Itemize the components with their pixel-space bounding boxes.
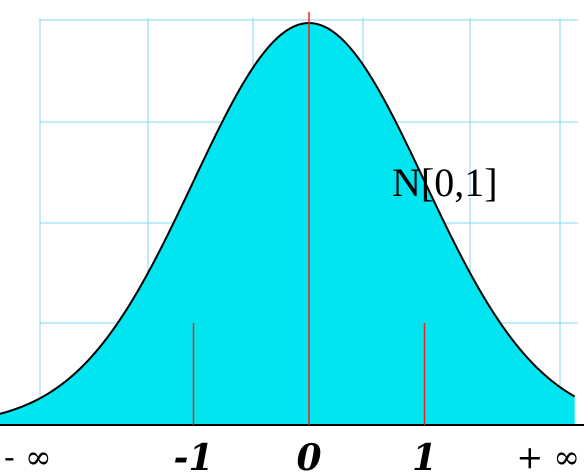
right-infinity-label: + ∞	[516, 438, 580, 475]
x-tick-label: -1	[174, 437, 214, 475]
left-infinity-label: - ∞	[4, 438, 52, 475]
x-tick-label: 1	[412, 437, 437, 475]
x-tick-labels: -1 0 1	[174, 437, 438, 475]
density-curve	[0, 22, 576, 415]
vertical-markers	[192, 12, 426, 425]
distribution-annotation: N[0,1]	[392, 160, 498, 205]
density-area	[0, 23, 575, 425]
x-tick-label: 0	[296, 437, 321, 475]
